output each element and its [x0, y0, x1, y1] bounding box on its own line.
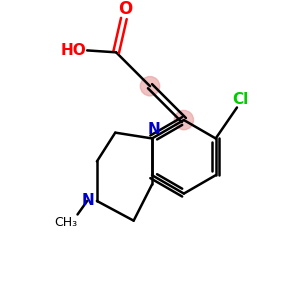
- Text: O: O: [118, 0, 132, 18]
- Text: N: N: [82, 194, 94, 208]
- Text: HO: HO: [61, 43, 86, 58]
- Circle shape: [140, 76, 160, 96]
- Circle shape: [174, 110, 194, 130]
- Text: CH₃: CH₃: [54, 216, 77, 229]
- Text: Cl: Cl: [232, 92, 248, 107]
- Text: N: N: [148, 122, 160, 137]
